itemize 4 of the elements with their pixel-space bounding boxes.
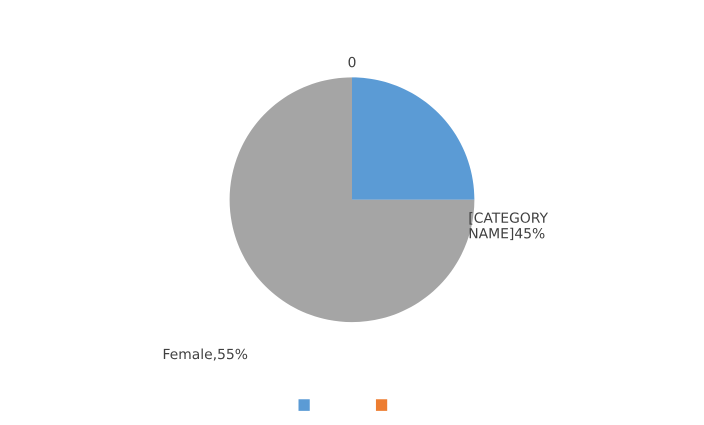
text: 0 [348,56,356,68]
text: [CATEGORY NAME]45% [469,212,548,240]
text: Female,55% [164,348,248,361]
pie-slice [352,77,474,200]
